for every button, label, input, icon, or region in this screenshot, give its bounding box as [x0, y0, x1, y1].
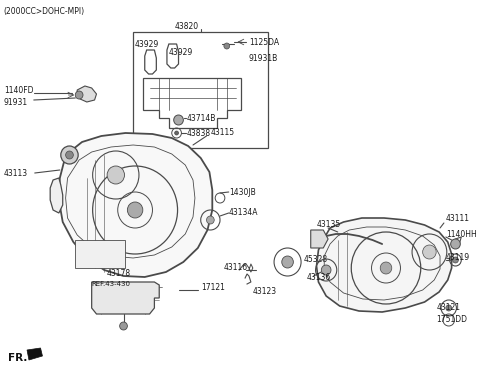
- Text: 43135: 43135: [316, 219, 341, 229]
- Circle shape: [66, 151, 73, 159]
- Circle shape: [224, 43, 229, 49]
- Circle shape: [206, 216, 214, 224]
- Text: 1751DD: 1751DD: [436, 316, 467, 324]
- Circle shape: [446, 305, 452, 311]
- Polygon shape: [59, 133, 212, 277]
- Circle shape: [61, 146, 78, 164]
- Circle shape: [174, 115, 183, 125]
- Circle shape: [120, 322, 127, 330]
- Text: 43119: 43119: [446, 254, 470, 262]
- Circle shape: [75, 91, 83, 99]
- Polygon shape: [316, 218, 452, 312]
- Text: 1140FD: 1140FD: [4, 85, 33, 95]
- Circle shape: [380, 262, 392, 274]
- Text: 43929: 43929: [169, 47, 193, 57]
- Polygon shape: [92, 282, 159, 314]
- Text: 1430JB: 1430JB: [228, 188, 255, 196]
- Text: (2000CC>DOHC-MPI): (2000CC>DOHC-MPI): [4, 7, 85, 15]
- Text: 1125DA: 1125DA: [249, 38, 279, 46]
- Text: 43838: 43838: [186, 129, 210, 137]
- Polygon shape: [77, 86, 96, 102]
- Circle shape: [107, 166, 124, 184]
- Circle shape: [127, 202, 143, 218]
- Bar: [75, 240, 125, 268]
- Text: 43178: 43178: [106, 268, 130, 278]
- Text: 43929: 43929: [135, 39, 159, 49]
- Polygon shape: [50, 178, 63, 213]
- Text: 43116: 43116: [224, 264, 248, 272]
- Polygon shape: [27, 348, 42, 360]
- Text: 43115: 43115: [210, 128, 235, 136]
- Circle shape: [321, 265, 331, 275]
- Text: 43134A: 43134A: [228, 208, 258, 216]
- Text: 17121: 17121: [201, 283, 225, 293]
- Text: 45328: 45328: [304, 255, 328, 265]
- Text: 1140HH: 1140HH: [446, 229, 477, 239]
- Text: FR.: FR.: [8, 353, 27, 363]
- Text: 43123: 43123: [253, 288, 277, 296]
- Circle shape: [282, 256, 293, 268]
- Text: 43136: 43136: [307, 273, 331, 283]
- Circle shape: [423, 245, 436, 259]
- Bar: [133, 32, 268, 148]
- Text: 91931B: 91931B: [249, 54, 278, 62]
- Circle shape: [175, 131, 179, 135]
- Text: 43121: 43121: [436, 303, 460, 313]
- Text: 43714B: 43714B: [186, 113, 216, 123]
- Text: 43113: 43113: [4, 169, 28, 177]
- Polygon shape: [311, 230, 328, 248]
- Circle shape: [453, 257, 458, 263]
- Text: REF.43-430: REF.43-430: [92, 281, 131, 287]
- Text: 43820: 43820: [174, 21, 198, 31]
- Text: 43111: 43111: [446, 213, 470, 223]
- Text: 91931: 91931: [4, 98, 28, 106]
- Circle shape: [451, 239, 460, 249]
